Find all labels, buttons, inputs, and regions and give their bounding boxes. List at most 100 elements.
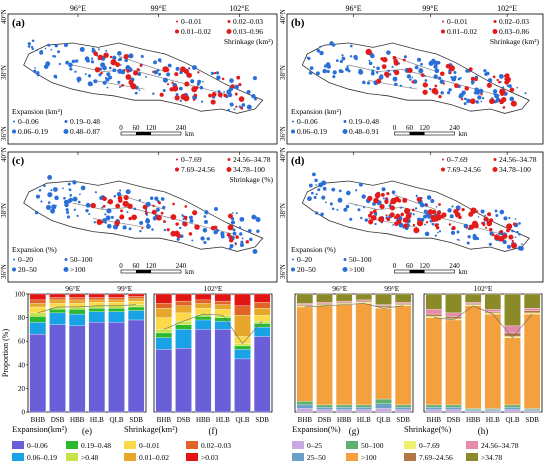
bar-segment — [127, 306, 145, 311]
expansion-dot — [518, 233, 521, 236]
expansion-dot — [458, 94, 463, 99]
expansion-dot — [346, 65, 349, 68]
expansion-dot — [139, 220, 144, 225]
expansion-dot — [72, 196, 78, 202]
shrinkage-dot — [367, 195, 373, 201]
bar-segment — [175, 329, 192, 349]
legend-label: 24.56–34.78 — [499, 155, 537, 164]
legend-label: 0.06–0.19 — [18, 127, 48, 136]
shrinkage-dot — [229, 235, 233, 239]
bar-segment — [194, 329, 212, 413]
legend-dot-expand — [12, 267, 16, 272]
legend-label: 24.56–34.78 — [233, 155, 271, 164]
legend-label: >0.03 — [201, 453, 219, 462]
expansion-dot — [106, 208, 112, 214]
shrinkage-dot — [191, 86, 198, 93]
x-tick-label: DSB — [177, 416, 191, 424]
shrinkage-dot — [382, 57, 388, 63]
shrinkage-dot — [373, 197, 379, 204]
legend-title: Shrinkage(km²) — [124, 424, 178, 434]
y-tick-label: 20 — [18, 385, 26, 393]
shrinkage-dot — [160, 211, 164, 215]
expansion-dot — [112, 55, 117, 60]
legend-title: Expansion(km²) — [12, 424, 67, 434]
expansion-dot — [106, 86, 109, 89]
bar-segment — [155, 293, 173, 304]
shrinkage-dot — [509, 87, 515, 93]
shrinkage-dot — [166, 228, 170, 232]
legend-label: 0.03–0.96 — [233, 27, 263, 36]
shrinkage-dot — [125, 74, 132, 80]
legend-label: 0–0.06 — [27, 441, 48, 450]
expansion-dot — [84, 56, 90, 62]
shrinkage-dot — [158, 201, 162, 205]
legend-dot-shrink — [492, 167, 498, 172]
shrinkage-dot — [404, 207, 411, 215]
bar-segment — [88, 302, 106, 306]
x-tick-label: BHB — [31, 416, 46, 424]
shrinkage-dot — [489, 218, 494, 223]
expansion-dot — [238, 226, 242, 229]
legend-label: 0.06–0.19 — [27, 453, 57, 462]
bar-segment — [88, 293, 106, 298]
shrinkage-dot — [133, 70, 139, 76]
expansion-dot — [409, 78, 412, 81]
expansion-dot — [203, 240, 207, 244]
lon-label: 99°E — [422, 4, 438, 13]
shrinkage-dot — [468, 224, 475, 230]
stacked-bar-chart: BHB DSB HBB HLB QLB SDB (f) 102°E — [153, 284, 273, 436]
expansion-dot — [498, 74, 504, 79]
bar-segment — [375, 398, 392, 404]
expansion-dot — [381, 187, 386, 192]
shrinkage-dot — [145, 212, 148, 215]
expansion-dot — [511, 229, 514, 233]
expansion-dot — [117, 68, 123, 74]
expansion-dot — [50, 208, 56, 214]
shrinkage-dot — [381, 64, 387, 70]
expansion-dot — [338, 69, 343, 73]
bar-segment — [29, 303, 47, 308]
expansion-dot — [321, 180, 327, 186]
shrinkage-dot — [159, 92, 164, 97]
shrinkage-dot — [173, 230, 180, 237]
expansion-dot — [316, 48, 321, 53]
bar-segment — [49, 299, 66, 304]
expansion-dot — [189, 215, 193, 220]
expansion-dot — [313, 196, 317, 200]
bar-segment — [127, 319, 145, 413]
y-tick-label: 60 — [18, 338, 26, 346]
shrinkage-dot — [468, 211, 474, 217]
expansion-dot — [349, 55, 353, 58]
expansion-dot — [163, 228, 167, 232]
expansion-dot — [358, 182, 363, 187]
legend-label: 0.03–0.86 — [499, 27, 529, 36]
expansion-dot — [179, 226, 182, 230]
expansion-dot — [199, 85, 204, 90]
bar-segment — [155, 308, 173, 318]
shrinkage-dot — [436, 210, 441, 216]
shrinkage-dot — [94, 66, 101, 73]
legend-dot-expand — [12, 129, 16, 134]
panel-label: (g) — [349, 426, 360, 436]
expansion-dot — [71, 59, 76, 64]
expansion-dot — [326, 69, 330, 74]
legend-dot-expand — [292, 120, 294, 123]
expansion-dot — [508, 216, 511, 220]
expansion-dot — [241, 237, 244, 240]
legend-label: 0–7.69 — [447, 155, 468, 164]
shrinkage-dot — [197, 71, 200, 74]
expansion-dot — [308, 70, 313, 75]
expansion-dot — [516, 230, 519, 234]
bar-segment — [29, 322, 47, 335]
bar-segment — [296, 293, 314, 304]
shrinkage-dot — [152, 70, 155, 74]
shrinkage-dot — [245, 240, 250, 244]
y-tick-label: 80 — [18, 314, 26, 322]
bar-segment — [484, 408, 502, 410]
bar-segment — [88, 311, 106, 323]
expansion-dot — [475, 100, 480, 104]
expansion-dot — [317, 188, 321, 192]
basin-outline — [23, 180, 264, 252]
shrinkage-dot — [172, 202, 175, 206]
expansion-dot — [153, 60, 157, 65]
